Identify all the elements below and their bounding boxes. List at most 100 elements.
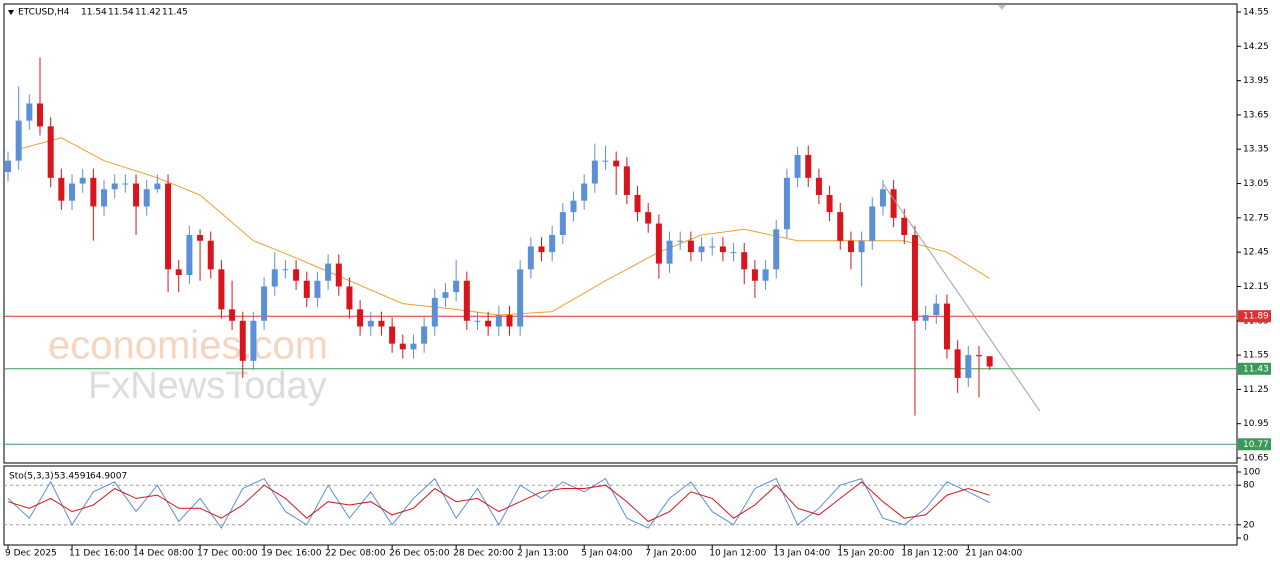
stochastic-panel — [3, 465, 1238, 546]
stochastic-d: 64.9007 — [90, 472, 127, 482]
candle-body — [90, 177, 97, 207]
candle-body — [357, 309, 364, 327]
candle-body — [858, 240, 865, 253]
candle-body — [453, 280, 460, 293]
y-tick-label: 11.55 — [1243, 351, 1269, 361]
candle-body — [943, 303, 950, 350]
candle-body — [5, 160, 11, 173]
candle-body — [111, 183, 118, 190]
candle-body — [218, 269, 225, 310]
candle-body — [975, 355, 982, 357]
candle-body — [527, 246, 534, 270]
y-tick-label: 14.55 — [1243, 8, 1269, 18]
candle-body — [954, 349, 961, 378]
candle-body — [207, 240, 214, 270]
candle-body — [762, 269, 769, 281]
candle-body — [837, 212, 844, 241]
last-low: 11.42 — [135, 8, 161, 18]
candle-body — [431, 297, 438, 327]
trendline — [882, 183, 1041, 412]
stoch-line — [7, 481, 990, 523]
candle-body — [367, 320, 374, 327]
shift-marker — [998, 5, 1006, 10]
candle-body — [239, 320, 246, 361]
x-tick-label: 14 Dec 08:00 — [133, 549, 194, 559]
x-tick-label: 18 Jan 12:00 — [901, 549, 958, 559]
candle-body — [271, 269, 278, 287]
y-tick-label: 11.25 — [1243, 385, 1269, 395]
x-tick-label: 17 Dec 00:00 — [197, 549, 258, 559]
x-tick-label: 22 Dec 08:00 — [325, 549, 386, 559]
candle-body — [143, 189, 150, 207]
y-tick-label: 14.25 — [1243, 42, 1269, 52]
x-tick-label: 7 Jan 20:00 — [645, 549, 697, 559]
x-tick-label: 13 Jan 04:00 — [773, 549, 830, 559]
candle-body — [133, 183, 140, 207]
candle-body — [549, 235, 556, 253]
moving-average — [18, 137, 990, 316]
candle-body — [314, 280, 321, 298]
x-tick-label: 19 Dec 16:00 — [261, 549, 322, 559]
candle-body — [421, 326, 428, 344]
candle-body — [687, 240, 694, 253]
candle-body — [282, 269, 289, 271]
candle-body — [645, 212, 652, 224]
candle-body — [879, 189, 886, 207]
y-tick-label: 12.15 — [1243, 282, 1269, 292]
candle-body — [922, 315, 929, 321]
menu-arrow[interactable] — [8, 10, 14, 15]
candle-body — [122, 183, 129, 185]
level-label: 11.89 — [1243, 312, 1269, 322]
candle-body — [815, 177, 822, 195]
candle-body — [986, 356, 993, 367]
candle-body — [869, 206, 876, 241]
x-tick-label: 9 Dec 2025 — [5, 549, 57, 559]
candle-body — [154, 183, 161, 190]
watermark: FxNewsToday — [88, 365, 327, 407]
candle-body — [826, 194, 833, 213]
candle-body — [570, 200, 577, 213]
last-high: 11.54 — [108, 8, 134, 18]
candle-body — [495, 315, 502, 327]
last-close: 11.45 — [162, 8, 188, 18]
level-tag — [1238, 362, 1271, 375]
y-tick-label: 13.95 — [1243, 76, 1269, 86]
candle-body — [165, 183, 172, 270]
y-tick-label: 12.75 — [1243, 213, 1269, 223]
candle-body — [186, 235, 193, 276]
x-tick-label: 2 Jan 13:00 — [517, 549, 569, 559]
y-tick-label: 10.65 — [1243, 454, 1269, 464]
candle-body — [719, 246, 726, 253]
y-tick-label: 13.05 — [1243, 179, 1269, 189]
candle-body — [901, 217, 908, 235]
candle-body — [730, 252, 737, 254]
chart-title: ETCUSD,H4 — [18, 8, 70, 18]
candle-body — [634, 194, 641, 213]
level-label: 10.77 — [1243, 440, 1269, 450]
candle-body — [805, 154, 812, 178]
candle-body — [538, 246, 545, 253]
candle-body — [559, 212, 566, 235]
candle-body — [101, 189, 108, 207]
candle-body — [69, 183, 76, 201]
candle-body — [751, 269, 758, 281]
candle-body — [581, 183, 588, 201]
candle-body — [250, 320, 257, 361]
candle-body — [442, 292, 449, 298]
candle-body — [303, 280, 310, 298]
candle-body — [591, 160, 598, 184]
candle-body — [335, 263, 342, 287]
stoch-line — [7, 477, 990, 530]
x-tick-label: 21 Jan 04:00 — [965, 549, 1022, 559]
candle-body — [773, 229, 780, 270]
main-panel — [3, 3, 1238, 464]
candle-body — [783, 177, 790, 230]
x-tick-label: 26 Dec 05:00 — [389, 549, 450, 559]
y-tick-label: 10.95 — [1243, 419, 1269, 429]
stochastic-label: Sto(5,3,3) — [9, 472, 54, 482]
candle-body — [399, 343, 406, 350]
x-tick-label: 15 Jan 20:00 — [837, 549, 894, 559]
candle-body — [293, 269, 300, 281]
candle-body — [847, 240, 854, 253]
